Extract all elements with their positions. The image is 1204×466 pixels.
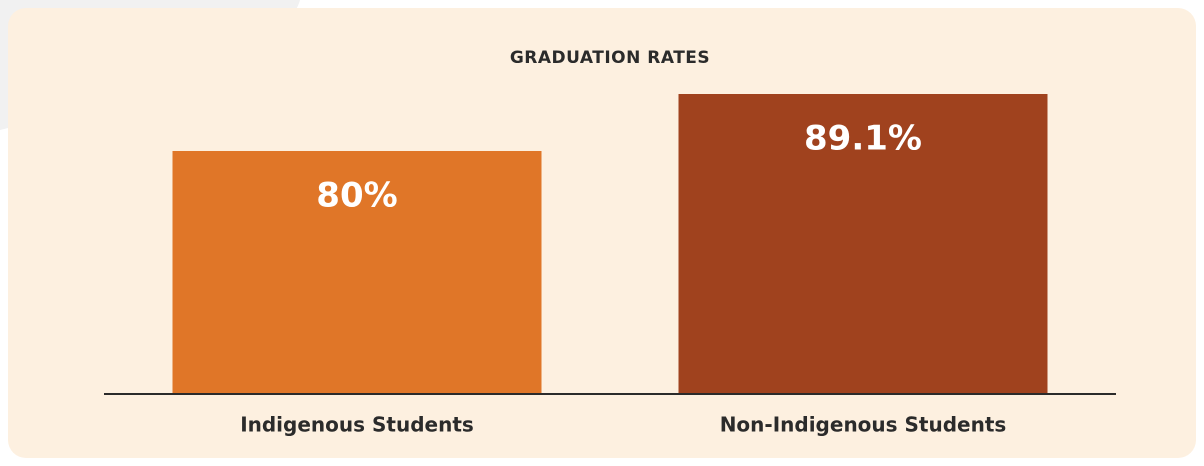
bar xyxy=(172,150,542,394)
bar xyxy=(678,94,1048,394)
x-tick-label: Non-Indigenous Students xyxy=(720,413,1007,437)
value-label: 89.1% xyxy=(804,119,922,159)
x-tick-label: Indigenous Students xyxy=(240,413,474,437)
value-label: 80% xyxy=(316,175,397,215)
chart-title: GRADUATION RATES xyxy=(510,48,710,68)
